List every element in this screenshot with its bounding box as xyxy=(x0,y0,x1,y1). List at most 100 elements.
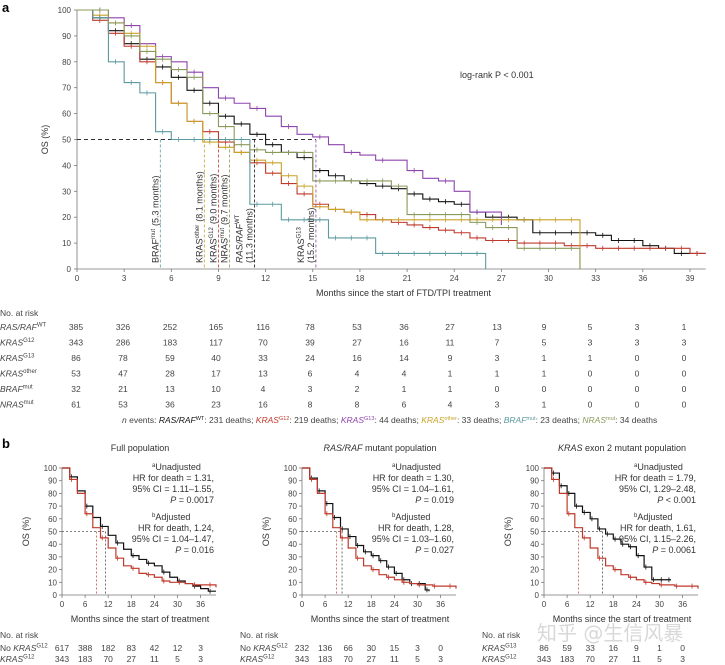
risk-cell: 70 xyxy=(258,338,268,348)
label-gene: KRAS xyxy=(194,238,204,263)
y-tick-label: 30 xyxy=(48,553,57,562)
panel-b2-plot: RAS/RAF mutant population010203040506070… xyxy=(240,443,457,664)
y-tick-label: 30 xyxy=(530,553,539,562)
km-curve-kras-g13 xyxy=(544,467,672,581)
median-label-name: NRASmut (9.7 months) xyxy=(219,174,229,263)
risk-cell: 4 xyxy=(448,400,453,410)
risk-cell: 53 xyxy=(352,322,362,332)
risk-cell: 70 xyxy=(343,654,353,664)
x-tick-label: 24 xyxy=(150,600,159,609)
risk-cell: 86 xyxy=(71,353,81,363)
x-tick-label: 0 xyxy=(542,600,547,609)
y-tick-label: 50 xyxy=(530,528,539,537)
label-gene: KRAS xyxy=(0,369,23,379)
risk-cell: 3 xyxy=(680,654,685,664)
events-count: : 33 deaths; xyxy=(457,415,504,425)
x-tick-label: 36 xyxy=(638,274,647,283)
label-superscript: other xyxy=(195,225,201,239)
risk-row-label: No KRASG12 xyxy=(240,643,288,653)
risk-cell: 183 xyxy=(78,654,92,664)
median-label: KRASG13 (15.2 months) xyxy=(296,207,316,263)
risk-cell: 3 xyxy=(588,338,593,348)
risk-cell: 30 xyxy=(367,643,377,653)
median-label: KRASG12(9.0 months) xyxy=(208,174,218,263)
risk-cell: 13 xyxy=(258,369,268,379)
events-prefix-rest: events: xyxy=(127,415,159,425)
adjusted-p: P = 0.027 xyxy=(415,545,454,555)
risk-row-label: NRASmut xyxy=(0,400,34,410)
y-tick-label: 50 xyxy=(48,528,57,537)
footnote-marker: b xyxy=(152,513,156,519)
risk-row-label: KRASG12 xyxy=(240,654,275,664)
x-tick-label: 6 xyxy=(323,600,328,609)
label-prefix: No xyxy=(240,643,253,653)
stat-text: Adjusted xyxy=(395,512,430,522)
x-tick-label: 18 xyxy=(127,600,136,609)
label-superscript: G13 xyxy=(23,354,35,360)
adjusted-hr: HR for death, 1.61, xyxy=(620,523,696,533)
y-tick-label: 40 xyxy=(288,540,297,549)
median-label-name: KRASG12(9.0 months) xyxy=(208,174,218,263)
risk-cell: 16 xyxy=(609,643,619,653)
label-gene: RAS/RAF xyxy=(235,223,245,263)
risk-cell: 232 xyxy=(295,643,309,653)
risk-cell: 6 xyxy=(402,400,407,410)
risk-cell: 8 xyxy=(308,400,313,410)
x-tick-label: 36 xyxy=(678,600,687,609)
risk-table-title: No. at risk xyxy=(482,630,521,640)
risk-cell: 343 xyxy=(295,654,309,664)
risk-cell: 0 xyxy=(635,369,640,379)
y-tick-label: 50 xyxy=(288,528,297,537)
log-rank-annotation: log-rank P < 0.001 xyxy=(460,70,534,80)
label-superscript: G12 xyxy=(263,655,275,661)
km-curve-kras-g13 xyxy=(77,9,502,225)
label-gene: KRAS xyxy=(253,643,276,653)
panel-a-label: a xyxy=(2,0,10,15)
y-tick-label: 100 xyxy=(44,464,58,473)
events-gene: KRAS xyxy=(421,415,444,425)
label-superscript: G12 xyxy=(36,644,48,650)
events-gene: BRAF xyxy=(504,415,527,425)
risk-cell: 53 xyxy=(71,369,81,379)
y-tick-label: 60 xyxy=(288,515,297,524)
risk-cell: 9 xyxy=(634,643,639,653)
p-symbol: P xyxy=(175,545,181,555)
x-tick-label: 24 xyxy=(450,274,459,283)
events-gene: RAS/RAF xyxy=(159,415,197,425)
x-tick-label: 39 xyxy=(686,274,695,283)
risk-cell: 78 xyxy=(305,322,315,332)
risk-cell: 27 xyxy=(367,654,377,664)
p-symbol: P xyxy=(170,495,176,505)
label-gene: BRAF xyxy=(0,384,23,394)
y-tick-label: 100 xyxy=(526,464,540,473)
panel-b-label: b xyxy=(2,436,10,451)
risk-cell: 252 xyxy=(163,322,177,332)
risk-cell: 0 xyxy=(635,400,640,410)
y-tick-label: 60 xyxy=(48,515,57,524)
risk-cell: 1 xyxy=(588,353,593,363)
label-superscript: WT xyxy=(235,214,241,224)
risk-cell: 343 xyxy=(537,654,551,664)
label-superscript: G13 xyxy=(505,644,517,650)
risk-cell: 11 xyxy=(150,654,159,664)
y-tick-label: 90 xyxy=(48,477,57,486)
unadjusted-hr: HR for death = 1.79, xyxy=(615,473,696,483)
risk-row-label: BRAFmut xyxy=(0,384,33,394)
risk-cell: 1 xyxy=(448,384,453,394)
risk-cell: 21 xyxy=(118,384,128,394)
risk-cell: 617 xyxy=(55,643,69,653)
risk-cell: 1 xyxy=(495,369,500,379)
x-tick-label: 24 xyxy=(632,600,641,609)
risk-cell: 78 xyxy=(118,353,128,363)
y-tick-label: 100 xyxy=(58,6,72,15)
median-label-name: RAS/RAFWT xyxy=(235,214,245,263)
risk-cell: 0 xyxy=(495,384,500,394)
footnote-marker: b xyxy=(634,513,638,519)
stat-text: = 0.027 xyxy=(421,545,454,555)
risk-row-label: KRASG12 xyxy=(482,654,517,664)
watermark: 知乎 @生信风暴 xyxy=(537,621,683,645)
risk-cell: 5 xyxy=(175,654,180,664)
label-gene: RAS/RAF xyxy=(0,322,38,332)
unadjusted-p: P = 0.0017 xyxy=(170,495,214,505)
